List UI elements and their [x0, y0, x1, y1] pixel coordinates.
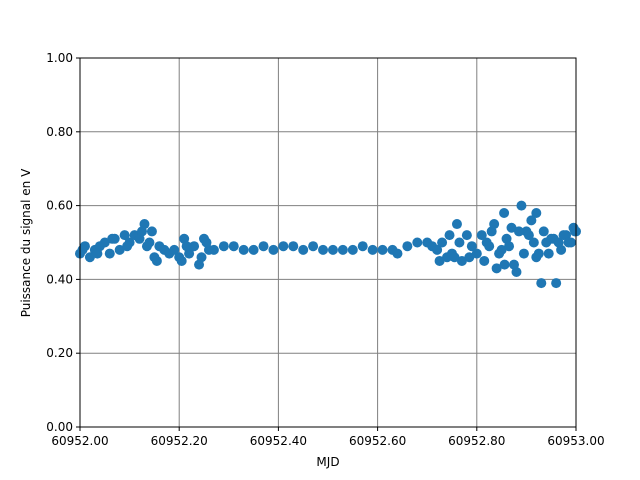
x-tick-label: 60952.20	[151, 434, 208, 448]
point	[412, 237, 423, 248]
point	[516, 200, 527, 211]
point	[531, 207, 542, 218]
point	[119, 230, 130, 241]
point	[513, 226, 524, 237]
y-tick-label: 0.00	[46, 420, 73, 434]
y-tick-label: 0.40	[46, 272, 73, 286]
x-tick-label: 60952.60	[349, 434, 406, 448]
y-axis-label: Puissance du signal en V	[19, 168, 33, 317]
point	[228, 241, 239, 252]
point	[308, 241, 319, 252]
x-tick-label: 60952.80	[448, 434, 505, 448]
point	[499, 207, 510, 218]
point	[337, 244, 348, 255]
point	[357, 241, 368, 252]
point	[146, 226, 157, 237]
point	[454, 237, 465, 248]
point	[518, 248, 529, 259]
point	[528, 237, 539, 248]
point	[449, 252, 460, 263]
point	[377, 244, 388, 255]
plot-frame	[79, 57, 577, 428]
point	[444, 230, 455, 241]
point	[318, 244, 329, 255]
point	[570, 226, 581, 237]
point	[201, 237, 212, 248]
point	[509, 259, 519, 270]
point	[151, 255, 162, 266]
point	[533, 248, 544, 259]
point	[208, 244, 219, 255]
point	[536, 278, 547, 289]
y-tick-label: 0.20	[46, 346, 73, 360]
point	[258, 241, 269, 252]
point	[451, 219, 462, 230]
point	[327, 244, 338, 255]
x-axis-label: MJD	[316, 455, 339, 469]
point	[461, 230, 472, 241]
point	[466, 241, 477, 252]
point	[563, 237, 574, 248]
point	[464, 252, 475, 263]
point	[238, 244, 249, 255]
y-tick-label: 0.60	[46, 199, 73, 213]
point	[489, 219, 500, 230]
y-tick-label: 1.00	[46, 51, 73, 65]
point	[523, 230, 534, 241]
point	[169, 244, 180, 255]
point	[476, 230, 487, 241]
point	[494, 248, 505, 259]
point	[107, 233, 118, 244]
point	[278, 241, 289, 252]
point	[367, 244, 378, 255]
point	[92, 248, 103, 259]
x-tick-label: 60952.40	[250, 434, 307, 448]
point	[218, 241, 229, 252]
point	[484, 241, 495, 252]
point	[104, 248, 115, 259]
point	[479, 255, 490, 266]
y-tick-label: 0.80	[46, 125, 73, 139]
point	[196, 252, 207, 263]
point	[298, 244, 309, 255]
point	[437, 237, 448, 248]
point	[471, 248, 482, 259]
point	[176, 255, 187, 266]
point	[551, 278, 562, 289]
point	[558, 230, 569, 241]
point	[99, 237, 110, 248]
point	[553, 237, 564, 248]
point	[491, 263, 502, 274]
point	[538, 226, 549, 237]
point	[114, 244, 125, 255]
point	[432, 244, 443, 255]
point	[402, 241, 413, 252]
point	[141, 241, 152, 252]
point	[189, 241, 200, 252]
point	[137, 226, 147, 237]
point	[504, 241, 515, 252]
point	[122, 241, 133, 252]
point	[543, 248, 554, 259]
point	[347, 244, 358, 255]
point	[506, 222, 517, 233]
point	[288, 241, 299, 252]
point	[77, 244, 88, 255]
point	[456, 255, 467, 266]
x-tick-label: 60953.00	[547, 434, 604, 448]
point	[248, 244, 259, 255]
x-tick-label: 60952.00	[51, 434, 108, 448]
point	[499, 259, 510, 270]
point	[392, 248, 403, 259]
point	[526, 215, 537, 226]
point	[181, 241, 192, 252]
point	[84, 252, 95, 263]
point	[268, 244, 279, 255]
point	[434, 255, 445, 266]
